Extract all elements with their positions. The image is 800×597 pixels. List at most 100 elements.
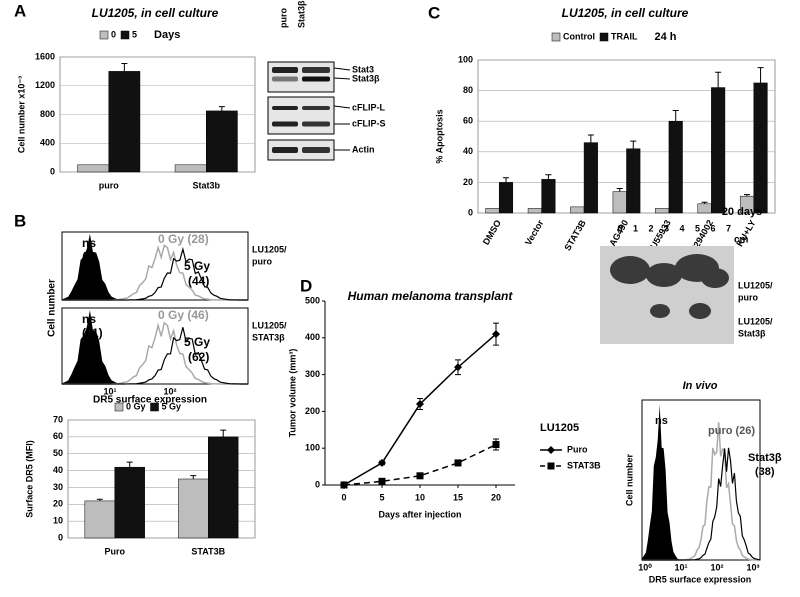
y-tick-label: 400 xyxy=(40,138,55,148)
y-tick-label: 1200 xyxy=(35,80,55,90)
y-tick-label: 0 xyxy=(50,166,55,176)
y-tick-label: 40 xyxy=(463,146,473,156)
y-tick-label: 1600 xyxy=(35,51,55,61)
legend-title: LU1205 xyxy=(540,422,579,434)
label: (3) xyxy=(82,250,97,264)
legend-swatch xyxy=(551,32,561,42)
marker xyxy=(492,441,500,449)
marker xyxy=(454,459,462,467)
axes xyxy=(324,301,515,486)
hist-5gy xyxy=(62,246,249,301)
y-axis-title: Surface DR5 (MFI) xyxy=(24,440,34,518)
y-tick-label: 800 xyxy=(40,109,55,119)
bar xyxy=(498,182,514,214)
band xyxy=(302,67,330,73)
hist-ns xyxy=(642,404,760,560)
legend-label: TRAIL xyxy=(611,31,638,41)
y-tick-label: 400 xyxy=(305,332,320,342)
bar xyxy=(697,203,712,214)
tumor xyxy=(701,268,729,288)
x-tick-label: STAT3B xyxy=(562,218,588,253)
label: 6 xyxy=(710,223,715,233)
marker xyxy=(378,477,386,485)
x-tick-label: puro xyxy=(99,180,119,190)
marker xyxy=(547,462,555,470)
bar xyxy=(626,148,641,214)
label: 10¹ xyxy=(674,562,687,572)
label: cm xyxy=(734,235,749,246)
band xyxy=(302,76,330,82)
x-tick-label: 20 xyxy=(491,492,501,502)
label: 10¹ xyxy=(103,386,116,396)
legend-label: 0 Gy xyxy=(126,401,146,411)
bar xyxy=(583,142,598,214)
hist-ns xyxy=(62,233,248,300)
x-axis-title: Days after injection xyxy=(378,509,461,519)
label: puro (26) xyxy=(708,425,755,437)
error-bar xyxy=(190,475,197,479)
label: 10² xyxy=(163,386,176,396)
label: DR5 surface expression xyxy=(649,574,752,584)
y-tick-label: 80 xyxy=(463,85,473,95)
bar xyxy=(178,478,209,539)
y-tick-label: 10 xyxy=(53,516,63,526)
marker xyxy=(416,400,424,409)
y-axis-title: Cell number x10⁻³ xyxy=(16,76,26,153)
y-tick-label: 30 xyxy=(53,482,63,492)
hist-ns xyxy=(62,310,248,384)
legend-note: Days xyxy=(154,29,180,41)
bar xyxy=(84,500,116,539)
label: LU1205/ xyxy=(738,280,773,290)
bar xyxy=(570,206,585,214)
y-tick-label: 200 xyxy=(305,406,320,416)
label: 0 Gy (28) xyxy=(158,232,209,246)
x-tick-label: Stat3b xyxy=(192,180,220,190)
label: puro xyxy=(252,256,272,266)
marker xyxy=(378,458,386,467)
y-tick-label: 50 xyxy=(53,448,63,458)
marker xyxy=(416,472,424,480)
label: (44) xyxy=(188,274,209,288)
legend-label: 0 xyxy=(111,29,116,39)
band xyxy=(272,121,298,127)
label: ns xyxy=(82,312,96,326)
label: (62) xyxy=(188,350,209,364)
error-bar xyxy=(545,174,552,180)
x-tick-label: 0 xyxy=(341,492,346,502)
arrow xyxy=(333,105,351,109)
label: 0 xyxy=(617,223,622,233)
y-tick-label: 20 xyxy=(53,499,63,509)
y-tick-label: 0 xyxy=(468,207,473,217)
label: puro xyxy=(738,292,758,302)
tumor xyxy=(650,304,670,318)
y-tick-label: 100 xyxy=(305,443,320,453)
error-bar xyxy=(616,188,623,192)
panel-label: D xyxy=(300,276,312,295)
band xyxy=(272,67,298,73)
error-bar xyxy=(630,140,637,149)
y-tick-label: 60 xyxy=(53,431,63,441)
label: Cell number xyxy=(47,279,58,337)
label: Cell number xyxy=(624,454,634,507)
legend-swatch xyxy=(114,402,124,412)
legend-label: Control xyxy=(563,31,595,41)
label: In vivo xyxy=(683,380,718,392)
y-tick-label: 0 xyxy=(58,532,63,542)
error-bar xyxy=(701,201,708,204)
y-tick-label: 20 xyxy=(463,177,473,187)
y-tick-label: 300 xyxy=(305,369,320,379)
band xyxy=(302,106,330,110)
label: Actin xyxy=(352,144,375,154)
label: 2 xyxy=(648,223,653,233)
label: puro xyxy=(278,8,288,28)
legend-swatch xyxy=(599,32,609,42)
x-tick-label: STAT3B xyxy=(191,546,225,556)
bar xyxy=(612,191,627,214)
bar xyxy=(668,120,683,214)
y-tick-label: 500 xyxy=(305,295,320,305)
label: LU1205/ xyxy=(738,316,773,326)
error-bar xyxy=(503,177,510,183)
error-bar xyxy=(743,194,750,197)
legend-label: 5 Gy xyxy=(162,401,182,411)
